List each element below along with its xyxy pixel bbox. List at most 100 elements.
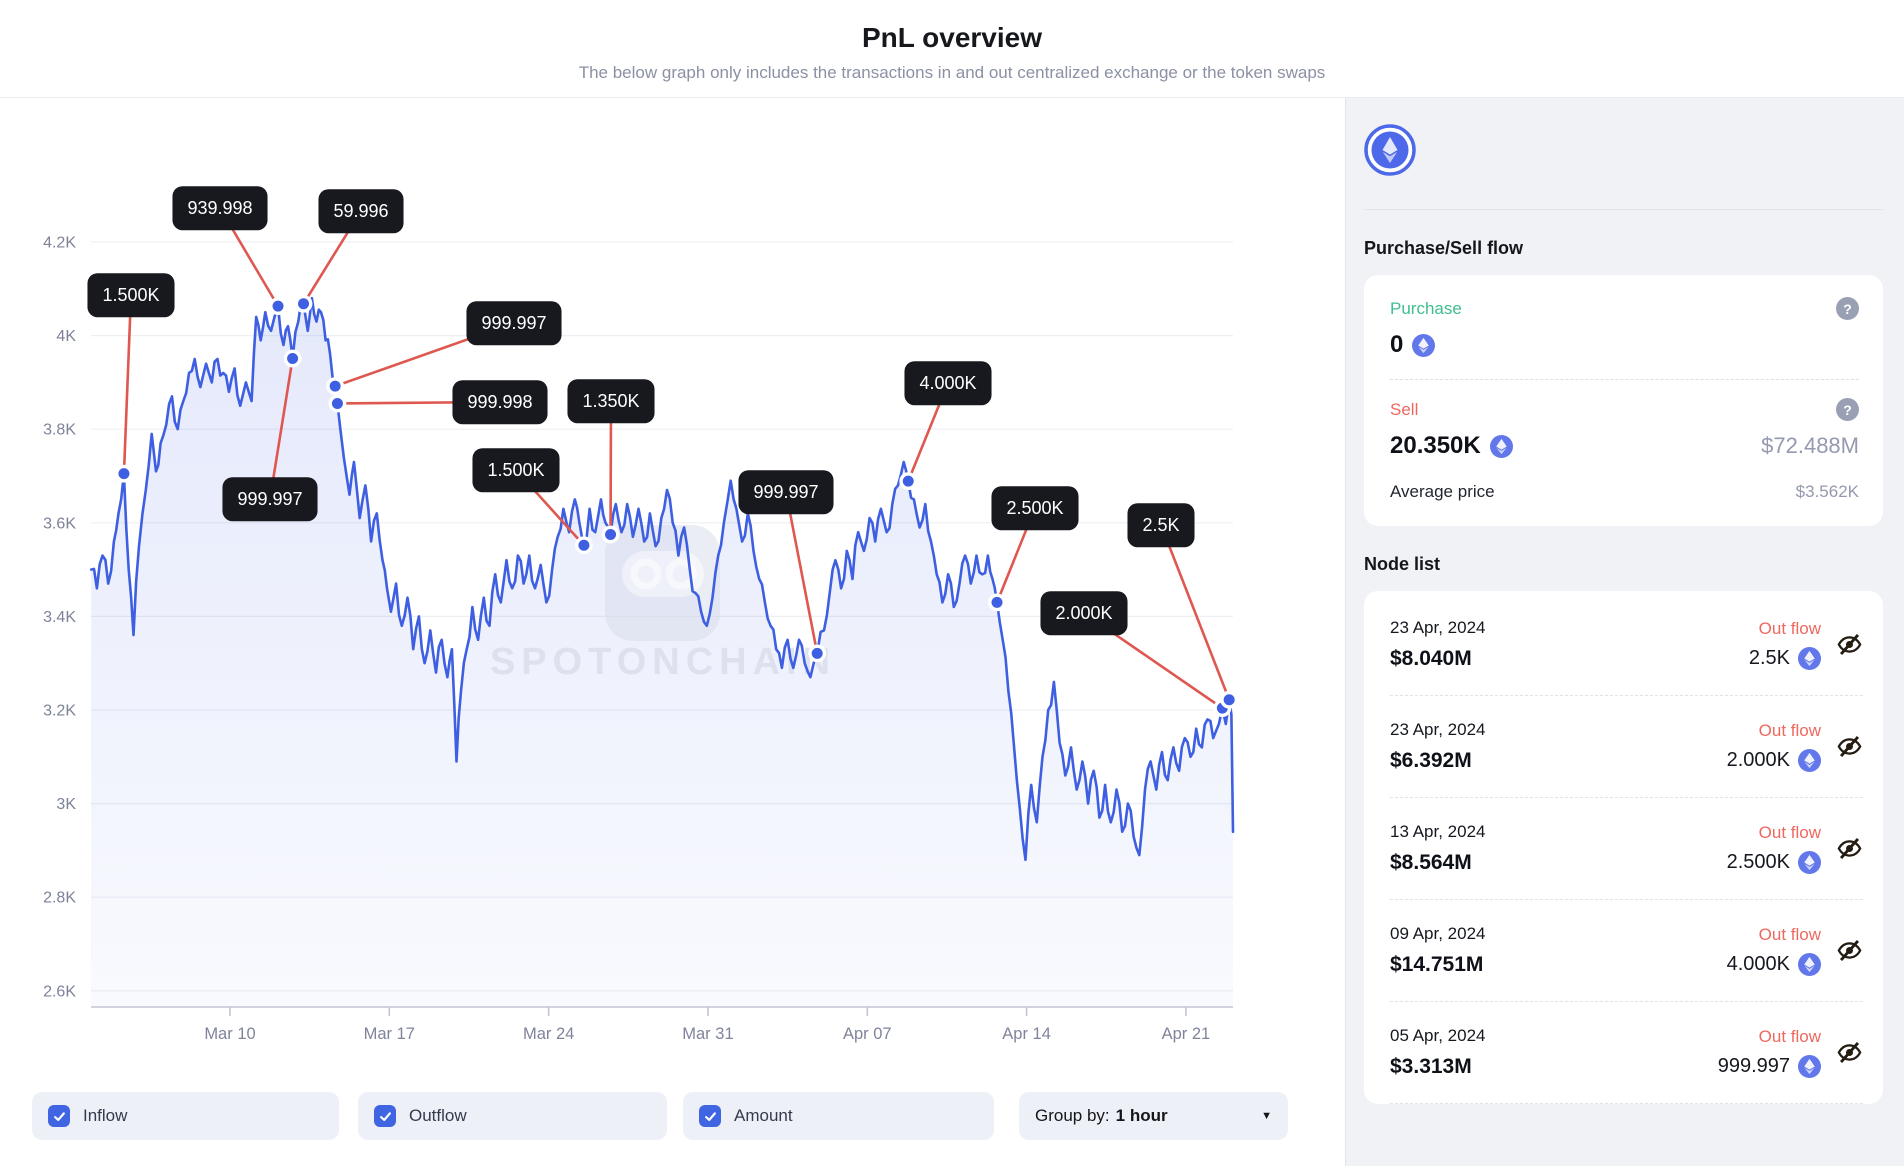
help-icon[interactable]: ?	[1836, 297, 1859, 320]
group-by-text: Group by: 1 hour	[1035, 1106, 1168, 1126]
data-point-dot[interactable]	[115, 464, 133, 483]
check-icon	[379, 1111, 391, 1121]
hide-node-button[interactable]	[1825, 1039, 1863, 1066]
node-right: Out flow 999.997	[1718, 1027, 1821, 1078]
node-left: 23 Apr, 2024 $8.040M	[1390, 618, 1485, 671]
outflow-checkbox[interactable]	[374, 1105, 396, 1127]
eth-icon	[1412, 333, 1436, 357]
inflow-checkbox[interactable]	[48, 1105, 70, 1127]
node-flow-direction: Out flow	[1758, 1027, 1821, 1046]
amount-filter[interactable]: Amount	[683, 1092, 994, 1140]
node-left: 23 Apr, 2024 $6.392M	[1390, 720, 1485, 773]
y-axis-tick-label: 3.2K	[43, 703, 76, 720]
connector-line	[1159, 524, 1231, 701]
y-axis-tick-label: 2.8K	[43, 890, 76, 907]
eye-off-icon	[1837, 837, 1862, 860]
callout-box	[452, 380, 548, 425]
node-flow-direction: Out flow	[1758, 823, 1821, 842]
node-left: 09 Apr, 2024 $14.751M	[1390, 924, 1485, 977]
callout-label: 59.996	[333, 201, 388, 221]
data-point-dot[interactable]	[575, 536, 593, 555]
callout-box	[567, 379, 655, 424]
node-list-row: 23 Apr, 2024 $6.392M Out flow 2.000K	[1390, 696, 1863, 798]
eth-icon	[1412, 333, 1436, 357]
eth-icon	[1489, 434, 1513, 458]
node-amount: 2.500K	[1727, 851, 1821, 874]
data-point-dot[interactable]	[899, 472, 918, 491]
hide-node-button[interactable]	[1825, 631, 1863, 658]
node-list-heading: Node list	[1364, 554, 1441, 574]
data-point-dot[interactable]	[1220, 690, 1239, 709]
average-price-value: $3.562K	[1795, 482, 1859, 501]
callout-box	[904, 361, 992, 406]
node-amount: 2.000K	[1727, 749, 1821, 772]
node-list-row: 23 Apr, 2024 $8.040M Out flow 2.5K	[1390, 594, 1863, 696]
callout-label: 999.997	[481, 313, 546, 333]
inflow-label: Inflow	[83, 1106, 128, 1125]
hide-node-button[interactable]	[1825, 733, 1863, 760]
eth-icon	[1798, 851, 1821, 874]
eth-icon	[1798, 1055, 1821, 1078]
callout-label: 1.500K	[102, 285, 159, 305]
connector-line	[122, 294, 133, 474]
callout-box	[318, 189, 404, 234]
hide-node-button[interactable]	[1825, 937, 1863, 964]
annotation-connectors	[122, 207, 1231, 710]
hide-node-button[interactable]	[1825, 835, 1863, 862]
node-flow-direction: Out flow	[1758, 721, 1821, 740]
data-point-dot[interactable]	[269, 297, 287, 316]
callout-label: 1.350K	[582, 391, 639, 411]
eth-icon	[1798, 851, 1821, 874]
callout-label: 2.5K	[1142, 515, 1179, 535]
spotonchain-watermark: SPOTONCHAIN	[490, 525, 830, 683]
callout-label: 999.998	[467, 392, 532, 412]
node-usd-value: $8.564M	[1390, 851, 1472, 874]
node-date: 23 Apr, 2024	[1390, 720, 1486, 739]
group-by-dropdown[interactable]: Group by: 1 hour ▼	[1019, 1092, 1288, 1140]
ethereum-icon[interactable]	[1364, 124, 1416, 176]
page-title: PnL overview	[861, 22, 1042, 53]
eth-icon	[1798, 1055, 1821, 1078]
help-icon[interactable]: ?	[1836, 398, 1859, 421]
data-point-dot[interactable]	[601, 525, 620, 544]
data-point-dot[interactable]	[808, 644, 827, 663]
dashed-divider	[1390, 379, 1859, 380]
callout-box	[472, 448, 560, 493]
eth-icon	[1798, 647, 1821, 670]
connector-line	[268, 358, 294, 500]
panel-divider	[1364, 209, 1883, 210]
chevron-down-icon: ▼	[1261, 1110, 1272, 1122]
page-subtitle: The below graph only includes the transa…	[578, 63, 1326, 82]
node-list-row: 05 Apr, 2024 $3.313M Out flow 999.997	[1390, 1002, 1863, 1104]
x-axis-tick-label: Mar 10	[204, 1025, 255, 1043]
sell-usd-value: $72.488M	[1761, 433, 1859, 458]
y-axis-tick-label: 2.6K	[43, 983, 76, 1000]
eye-off-icon	[1837, 735, 1862, 758]
node-right: Out flow 4.000K	[1727, 925, 1821, 976]
data-point-dot[interactable]	[988, 593, 1006, 612]
y-axis-tick-label: 3.8K	[43, 422, 76, 439]
x-axis-tick-label: Mar 31	[682, 1025, 733, 1043]
node-amount: 4.000K	[1727, 953, 1821, 976]
group-by-label: Group by:	[1035, 1106, 1110, 1125]
node-date: 09 Apr, 2024	[1390, 924, 1486, 943]
purchase-label: Purchase	[1390, 299, 1462, 318]
amount-checkbox[interactable]	[699, 1105, 721, 1127]
sell-section: Sell ? 20.350K $72.488M Average price $3…	[1390, 398, 1859, 502]
inflow-filter[interactable]: Inflow	[32, 1092, 339, 1140]
data-point-dot[interactable]	[328, 394, 347, 413]
data-point-dot[interactable]	[294, 294, 313, 313]
purchase-section: Purchase ? 0	[1390, 297, 1859, 359]
eye-off-icon	[1837, 939, 1862, 962]
data-point-dot[interactable]	[283, 349, 302, 368]
outflow-filter[interactable]: Outflow	[358, 1092, 667, 1140]
data-point-dot[interactable]	[326, 377, 345, 396]
flow-heading: Purchase/Sell flow	[1364, 238, 1524, 258]
purchase-amount: 0	[1390, 331, 1404, 358]
eth-icon	[1798, 749, 1821, 772]
sell-amount: 20.350K	[1390, 432, 1481, 459]
callout-box	[1040, 591, 1128, 636]
callout-box	[222, 477, 318, 522]
node-amount: 999.997	[1718, 1055, 1821, 1078]
node-amount: 2.5K	[1749, 647, 1821, 670]
